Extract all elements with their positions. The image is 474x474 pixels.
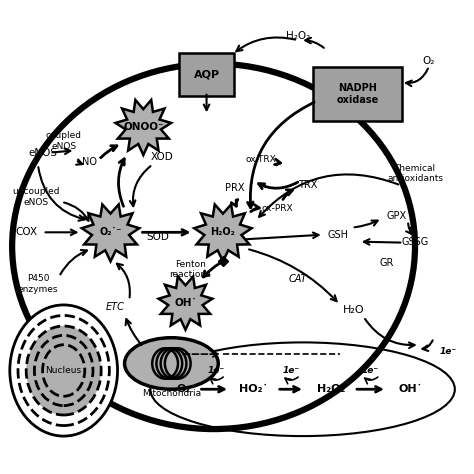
Text: 1e⁻: 1e⁻: [207, 366, 225, 375]
Text: H₂O₂: H₂O₂: [317, 384, 345, 394]
Text: PRX: PRX: [225, 183, 245, 193]
Text: OH˙: OH˙: [174, 298, 197, 308]
Text: 1e⁻: 1e⁻: [439, 347, 456, 356]
Text: H₂O: H₂O: [343, 305, 365, 315]
Ellipse shape: [43, 345, 85, 396]
Text: Nucleus: Nucleus: [46, 366, 82, 375]
Text: OH˙: OH˙: [398, 384, 422, 394]
Text: H₂O₂: H₂O₂: [286, 30, 310, 41]
Text: XOD: XOD: [151, 152, 173, 163]
Polygon shape: [194, 204, 252, 261]
Text: TRX: TRX: [298, 181, 317, 191]
Text: GR: GR: [380, 258, 394, 268]
Text: eNOS: eNOS: [28, 148, 57, 158]
Text: Mitochondria: Mitochondria: [142, 390, 201, 399]
Text: CAT: CAT: [289, 274, 307, 284]
Text: ETC: ETC: [106, 302, 125, 312]
Text: O₂: O₂: [176, 384, 190, 394]
Ellipse shape: [10, 305, 118, 436]
Text: 1e⁻: 1e⁻: [362, 366, 379, 375]
Text: Chemical
antioxidants: Chemical antioxidants: [387, 164, 443, 183]
Text: ONOO⁻: ONOO⁻: [123, 122, 164, 132]
Text: COX: COX: [15, 228, 37, 237]
Text: SOD: SOD: [146, 232, 169, 242]
Text: 1e⁻: 1e⁻: [283, 366, 300, 375]
Text: ox-TRX: ox-TRX: [245, 155, 276, 164]
Text: ox-PRX: ox-PRX: [261, 204, 292, 213]
Text: NADPH
oxidase: NADPH oxidase: [337, 83, 379, 105]
FancyBboxPatch shape: [313, 67, 402, 121]
FancyBboxPatch shape: [179, 53, 234, 96]
Text: P450
enzymes: P450 enzymes: [18, 274, 58, 293]
Text: coupled
eNOS: coupled eNOS: [46, 131, 82, 151]
Text: O₂: O₂: [423, 56, 435, 66]
Text: GPX: GPX: [386, 211, 406, 221]
Text: GSH: GSH: [327, 230, 348, 240]
Ellipse shape: [125, 337, 218, 389]
Text: uncoupled
eNOS: uncoupled eNOS: [12, 188, 59, 207]
Polygon shape: [82, 204, 139, 261]
Polygon shape: [159, 276, 212, 330]
Ellipse shape: [35, 336, 93, 406]
Text: NO˙: NO˙: [82, 157, 102, 167]
Text: GSSG: GSSG: [401, 237, 428, 246]
Ellipse shape: [18, 316, 109, 426]
Ellipse shape: [26, 326, 101, 415]
Text: HO₂˙: HO₂˙: [239, 384, 268, 394]
Text: H₂O₂: H₂O₂: [210, 228, 236, 237]
Text: Fenton
reactions: Fenton reactions: [169, 260, 211, 280]
Text: AQP: AQP: [193, 69, 219, 79]
Polygon shape: [116, 100, 171, 155]
Text: O₂˙⁻: O₂˙⁻: [100, 228, 122, 237]
